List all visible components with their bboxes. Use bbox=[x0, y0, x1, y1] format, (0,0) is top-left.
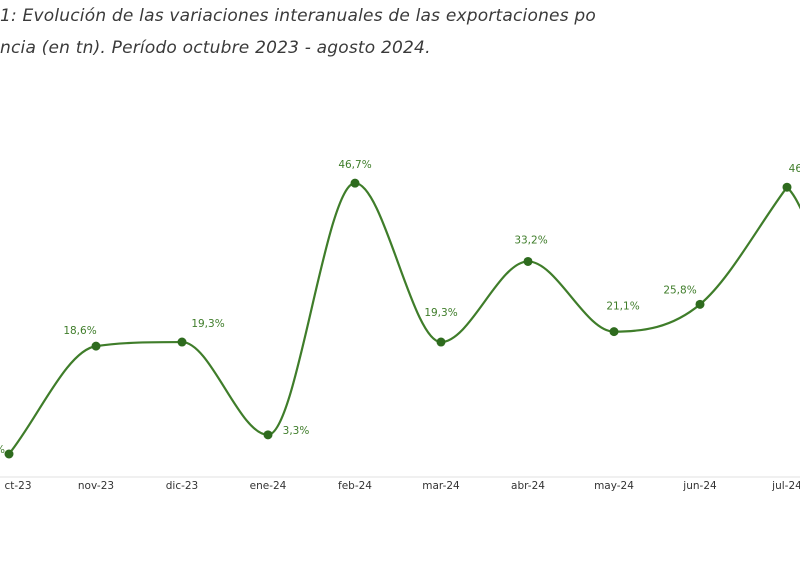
x-tick-mar-24: mar-24 bbox=[422, 480, 460, 492]
data-label-ene-24: 3,3% bbox=[283, 425, 310, 437]
data-point-mar-24 bbox=[436, 337, 446, 347]
chart-title-line-2: ncia (en tn). Período octubre 2023 - ago… bbox=[0, 38, 431, 58]
series-layer bbox=[8, 182, 800, 455]
data-point-oct-23 bbox=[4, 449, 14, 459]
data-point-jun-24 bbox=[695, 299, 705, 309]
x-tick-feb-24: feb-24 bbox=[338, 480, 372, 492]
x-tick-nov-23: nov-23 bbox=[78, 480, 114, 492]
data-point-may-24 bbox=[609, 327, 619, 337]
data-label-nov-23: 18,6% bbox=[63, 325, 96, 337]
x-tick-layer: ct-23 nov-23 dic-23 ene-24 feb-24 mar-24 abr-2… bbox=[4, 480, 800, 492]
marker-layer bbox=[4, 178, 792, 459]
data-label-jul-24: 46, bbox=[789, 163, 800, 175]
data-label-feb-24: 46,7% bbox=[338, 159, 371, 171]
data-label-dic-23: 19,3% bbox=[191, 318, 224, 330]
chart-title-line-1: 1: Evolución de las variaciones interanu… bbox=[0, 6, 596, 26]
data-point-jul-24 bbox=[782, 182, 792, 192]
x-tick-jul-24: jul-24 bbox=[771, 480, 800, 492]
data-point-ene-24 bbox=[263, 430, 273, 440]
data-point-abr-24 bbox=[523, 256, 533, 266]
x-tick-oct-23: ct-23 bbox=[4, 480, 31, 492]
x-tick-ene-24: ene-24 bbox=[250, 480, 287, 492]
data-label-oct-23: % bbox=[0, 444, 5, 456]
data-label-jun-24: 25,8% bbox=[663, 284, 696, 296]
series-line-continuation bbox=[786, 186, 800, 210]
series-line bbox=[8, 182, 788, 455]
x-tick-may-24: may-24 bbox=[594, 480, 634, 492]
data-label-layer: % 18,6% 19,3% 3,3% 46,7% 19,3% 33,2% 21,1% 25,8%… bbox=[0, 159, 800, 456]
data-label-mar-24: 19,3% bbox=[424, 307, 457, 319]
data-point-feb-24 bbox=[350, 178, 360, 188]
data-label-abr-24: 33,2% bbox=[514, 234, 547, 246]
data-point-dic-23 bbox=[177, 337, 187, 347]
x-tick-dic-23: dic-23 bbox=[166, 480, 199, 492]
x-tick-jun-24: jun-24 bbox=[682, 480, 717, 492]
x-tick-abr-24: abr-24 bbox=[511, 480, 545, 492]
data-point-nov-23 bbox=[91, 341, 101, 351]
data-label-may-24: 21,1% bbox=[606, 301, 639, 313]
